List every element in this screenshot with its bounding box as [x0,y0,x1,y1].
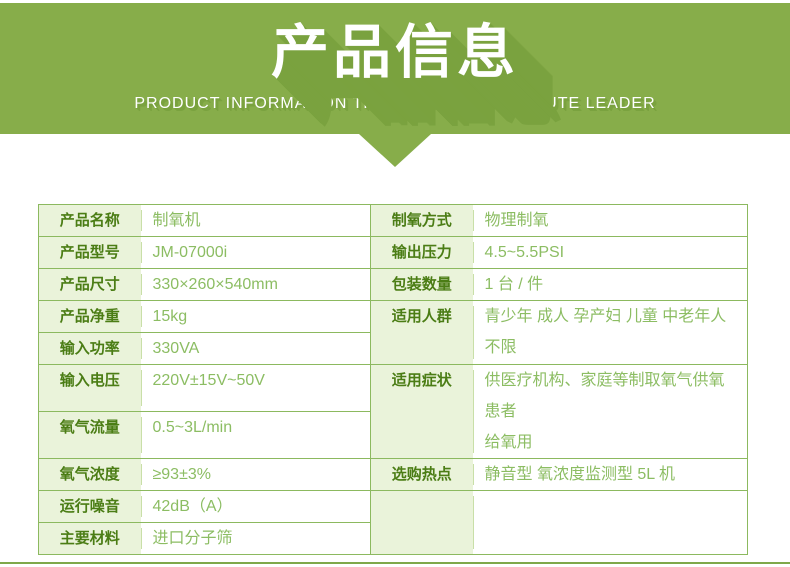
value-cell: 15kg [140,300,371,333]
spec-table: 产品名称 制氧机 制氧方式 物理制氧 产品型号 JM-07000i 输出压力 4… [38,204,748,555]
label-cell: 输入电压 [38,364,141,412]
value-cell: 4.5~5.5PSI [472,236,748,269]
value-cell [472,490,748,555]
label-cell: 输出压力 [370,236,473,269]
table-row: 输入功率 330VA [38,332,748,365]
label-cell: 包装数量 [370,268,473,301]
table-row: 输入电压 220V±15V~50V 适用症状 供医疗机构、家庭等制取氧气供氧患者… [38,364,748,459]
banner-subtitle: PRODUCT INFORMATION THE INDUSTRY ABSOLUT… [134,95,656,112]
value-cell: 330VA [140,332,371,365]
table-row: 产品型号 JM-07000i 输出压力 4.5~5.5PSI [38,236,748,269]
value-cell: 供医疗机构、家庭等制取氧气供氧患者 给氧用 [472,364,748,459]
label-cell: 氧气浓度 [38,458,141,491]
label-cell: 产品净重 [38,300,141,333]
label-cell: 输入功率 [38,332,141,365]
value-cell: 220V±15V~50V [140,364,371,412]
banner-pointer-triangle [359,134,431,167]
label-cell: 运行噪音 [38,490,141,523]
value-cell: 静音型 氧浓度监测型 5L 机 [472,458,748,491]
value-cell: ≥93±3% [140,458,371,491]
table-row: 氧气流量 0.5~3L/min [38,411,748,459]
label-cell: 适用症状 [370,364,473,459]
table-row: 产品名称 制氧机 制氧方式 物理制氧 [38,204,748,237]
label-cell: 氧气流量 [38,411,141,459]
value-cell: JM-07000i [140,236,371,269]
label-cell: 选购热点 [370,458,473,491]
label-cell: 制氧方式 [370,204,473,237]
table-row: 运行噪音 42dB（A） [38,490,748,555]
value-cell: 1 台 / 件 [472,268,748,301]
label-cell [370,490,473,555]
label-cell: 产品名称 [38,204,141,237]
value-cell: 0.5~3L/min [140,411,371,459]
value-cell: 物理制氧 [472,204,748,237]
value-cell: 青少年 成人 孕产妇 儿童 中老年人 不限 [472,300,748,365]
table-row: 氧气浓度 ≥93±3% 选购热点 静音型 氧浓度监测型 5L 机 [38,458,748,491]
page-title: 产品信息 [270,20,519,85]
label-cell: 产品尺寸 [38,268,141,301]
banner: 产品信息 PRODUCT INFORMATION THE INDUSTRY AB… [0,3,790,134]
value-cell: 制氧机 [140,204,371,237]
bottom-divider-line [0,562,790,564]
label-cell: 适用人群 [370,300,473,365]
label-cell: 产品型号 [38,236,141,269]
value-cell: 330×260×540mm [140,268,371,301]
table-row: 产品净重 15kg 适用人群 青少年 成人 孕产妇 儿童 中老年人 不限 [38,300,748,365]
label-cell: 主要材料 [38,522,141,555]
value-cell: 进口分子筛 [140,522,371,555]
table-row: 主要材料 进口分子筛 [38,522,748,555]
value-cell: 42dB（A） [140,490,371,523]
table-row: 产品尺寸 330×260×540mm 包装数量 1 台 / 件 [38,268,748,301]
